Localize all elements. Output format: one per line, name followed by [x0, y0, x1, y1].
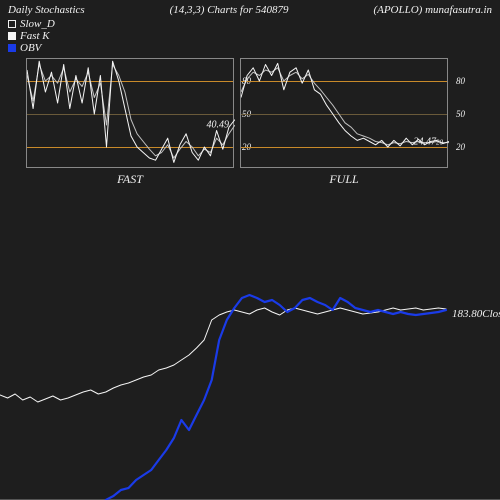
- gridline-label: 50: [456, 109, 465, 119]
- header-left: Daily Stochastics: [8, 4, 85, 16]
- main-chart-svg: [0, 220, 500, 500]
- slowd-swatch: [8, 20, 16, 28]
- full-caption: FULL: [240, 168, 448, 187]
- main-chart: 183.80Close: [0, 220, 500, 500]
- legend-label: Fast K: [20, 30, 50, 42]
- full-panel: 80502024.4720: [240, 58, 448, 168]
- full-panel-wrapper: 80502024.4720 FULL: [240, 58, 448, 187]
- panel-lines: [27, 59, 235, 169]
- gridline-label: 80: [456, 76, 465, 86]
- panel-lines: [241, 59, 449, 169]
- gridline-label: 20: [456, 142, 465, 152]
- panel-value-label: 24.4720: [414, 137, 444, 148]
- close-value-label: 183.80Close: [452, 308, 500, 320]
- fast-panel: 80502040.49: [26, 58, 234, 168]
- legend-item: Fast K: [8, 30, 492, 42]
- legend-item: Slow_D: [8, 18, 492, 30]
- legend-label: OBV: [20, 42, 41, 54]
- panel-value-label: 40.49: [207, 119, 230, 130]
- header-center: (14,3,3) Charts for 540879: [170, 4, 289, 16]
- fast-panel-wrapper: 80502040.49 FAST: [26, 58, 234, 187]
- legend: Slow_D Fast K OBV: [0, 18, 500, 58]
- header-right: (APOLLO) munafasutra.in: [373, 4, 492, 16]
- fast-caption: FAST: [26, 168, 234, 187]
- legend-label: Slow_D: [20, 18, 55, 30]
- fastk-swatch: [8, 32, 16, 40]
- legend-item: OBV: [8, 42, 492, 54]
- obv-swatch: [8, 44, 16, 52]
